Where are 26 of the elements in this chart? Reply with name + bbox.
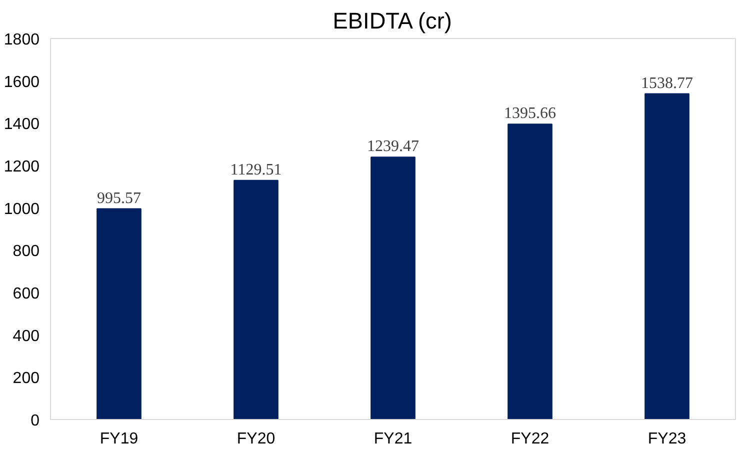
y-tick-label: 0 [30,412,40,430]
y-tick-label: 1200 [4,158,40,176]
x-tick-label: FY21 [374,430,412,448]
x-tick-label: FY20 [236,430,276,448]
data-label: 1129.51 [230,161,282,178]
y-tick-label: 1400 [4,116,40,134]
bar [234,180,278,420]
x-tick-label: FY19 [100,430,138,448]
y-tick-label: 600 [12,286,40,302]
y-tick-label: 1800 [4,32,40,48]
chart-title: EBIDTA (cr) [332,8,452,34]
y-tick-label: 200 [12,370,40,388]
data-label: 1538.77 [641,74,693,92]
bar [508,124,552,420]
y-tick-label: 1000 [4,200,40,218]
bar [96,208,142,420]
y-tick-label: 400 [12,328,40,345]
data-label: 995.57 [97,190,141,207]
data-label: 1239.47 [367,138,419,156]
y-tick-label: 1600 [4,74,40,91]
bar [644,93,690,420]
bar [370,156,416,420]
x-tick-label: FY23 [648,430,686,448]
y-tick-label: 800 [12,243,40,260]
data-label: 1395.66 [504,105,556,122]
x-tick-label: FY22 [510,430,550,448]
